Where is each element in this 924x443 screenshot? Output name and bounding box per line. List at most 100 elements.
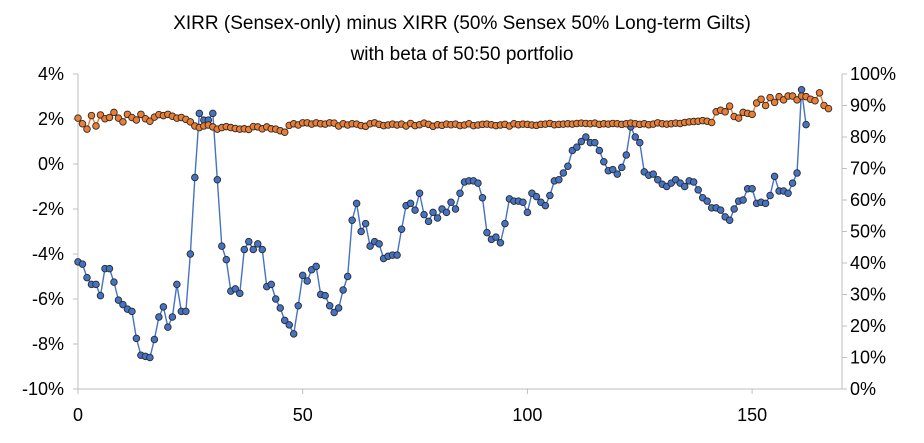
data-point (92, 122, 100, 130)
data-point (492, 233, 500, 241)
data-point (209, 109, 217, 118)
axes (73, 73, 847, 394)
data-point (703, 197, 711, 205)
data-point (92, 280, 100, 289)
data-point (330, 308, 338, 317)
y2-tick-label: 50% (850, 222, 886, 242)
data-point (173, 280, 181, 289)
data-point (721, 108, 729, 116)
data-point (766, 191, 774, 200)
data-point (725, 216, 734, 224)
data-point (352, 199, 361, 208)
data-point (110, 278, 118, 286)
data-point (164, 323, 172, 331)
data-point (213, 175, 222, 184)
data-point (146, 353, 154, 362)
y2-tick-label: 100% (850, 64, 896, 84)
data-point (716, 206, 725, 214)
data-point (573, 143, 581, 151)
y-tick-label: -2% (32, 199, 64, 219)
series-1-line (77, 89, 807, 359)
y2-tick-label: 0% (850, 379, 876, 399)
data-point (348, 216, 356, 224)
data-point (321, 291, 329, 300)
data-point (577, 137, 586, 146)
data-point (150, 335, 159, 344)
data-point (649, 170, 658, 178)
data-point (433, 214, 442, 222)
data-point (218, 242, 226, 250)
data-point (523, 208, 532, 217)
data-point (105, 113, 114, 122)
y2-tick-label: 80% (850, 127, 886, 147)
data-point (240, 245, 249, 254)
y2-tick-label: 40% (850, 253, 886, 273)
data-point (811, 97, 819, 105)
data-point (757, 95, 765, 103)
y2-tick-label: 60% (850, 190, 886, 210)
y-tick-label: -4% (32, 244, 64, 264)
data-point (186, 118, 195, 126)
data-point (456, 189, 464, 197)
data-point (298, 271, 307, 280)
data-point (119, 118, 127, 126)
data-point (406, 199, 415, 208)
data-point (366, 242, 374, 250)
data-point (159, 303, 168, 311)
data-point (343, 272, 352, 281)
y-tick-label: 2% (38, 109, 64, 129)
data-point (564, 162, 572, 170)
data-point (303, 277, 311, 285)
data-point (613, 170, 622, 178)
data-point (249, 245, 258, 254)
data-point (559, 169, 568, 177)
data-point (168, 313, 177, 321)
plot-area (74, 85, 833, 362)
y2-tick-label: 70% (850, 159, 886, 179)
data-point (797, 85, 806, 94)
data-point (707, 118, 716, 127)
data-point (87, 111, 96, 120)
data-point (748, 110, 756, 119)
data-point (496, 238, 505, 247)
data-point (761, 199, 770, 208)
data-point (294, 302, 302, 310)
data-point (447, 198, 455, 206)
data-point (600, 157, 608, 166)
data-point (280, 128, 289, 137)
data-point (429, 208, 437, 217)
data-point (730, 205, 738, 213)
data-point (784, 189, 792, 197)
data-point (501, 219, 509, 228)
data-point (411, 206, 419, 214)
chart-subtitle: with beta of 50:50 portfolio (350, 44, 574, 65)
data-point (474, 179, 482, 187)
data-point (694, 186, 702, 194)
data-point (155, 313, 163, 321)
data-point (132, 334, 141, 343)
data-point (532, 192, 541, 201)
data-point (420, 210, 428, 219)
data-point (128, 307, 136, 316)
data-point (739, 196, 747, 204)
data-point (182, 307, 190, 316)
y2-tick-label: 30% (850, 285, 886, 305)
data-point (334, 304, 343, 312)
series-1 (74, 85, 810, 362)
data-point (766, 93, 774, 102)
data-point (802, 120, 810, 129)
data-point (267, 280, 276, 289)
data-point (761, 101, 770, 110)
data-point (483, 228, 491, 237)
series-2 (74, 89, 833, 137)
y2-tick-label: 10% (850, 348, 886, 368)
data-point (105, 264, 114, 273)
data-point (397, 225, 406, 233)
data-point (96, 291, 105, 300)
data-point (555, 175, 563, 184)
y2-tick-label: 90% (850, 96, 886, 116)
data-point (815, 89, 824, 97)
data-point (680, 182, 689, 191)
data-point (689, 178, 698, 186)
data-point (788, 179, 797, 187)
